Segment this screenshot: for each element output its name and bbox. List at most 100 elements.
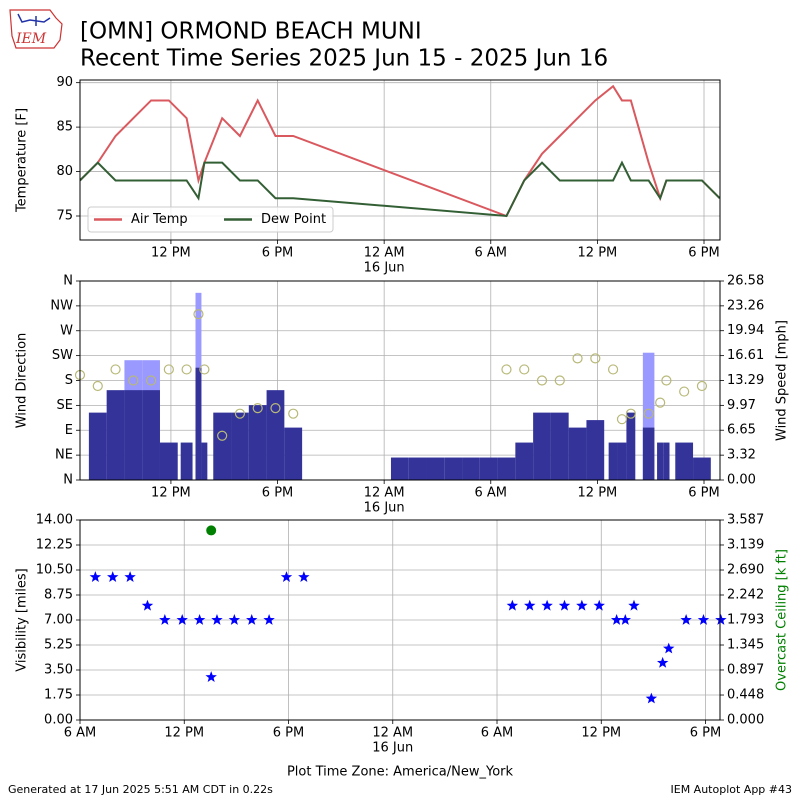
y-tick-label: W [60,323,73,338]
y-tick-label: E [65,423,73,438]
y-tick-label: 0.00 [44,713,73,728]
y-tick-label: NW [50,298,73,313]
star-marker [506,599,519,611]
circle-marker [92,380,103,392]
y-tick-label: 3.50 [44,663,73,678]
circle-marker [128,375,139,386]
legend-box [87,206,334,233]
circle-marker [181,364,192,375]
y2-tick-label: 0.000 [727,713,764,728]
logo-icon [17,13,51,26]
circle-marker [252,403,263,414]
y2-tick-label: 1.345 [727,638,764,653]
x-tick-label: 6 PM [688,486,719,501]
circle-marker [519,364,530,375]
bar [142,390,160,480]
y2-tick-label: 3.32 [727,448,756,463]
x-tick-label: 6 AM [481,726,514,741]
circle-marker [625,408,636,419]
star-marker [663,642,675,654]
y2-tick-label: 2.242 [727,587,764,602]
bar [248,405,267,480]
star-marker [524,599,536,611]
bar [266,390,285,480]
y-axis-label: Temperature [F] [15,108,30,213]
x-tick-label: 12 PM [578,246,618,261]
y2-axis-label: Wind Speed [mph] [775,320,790,441]
circle-marker [696,380,708,392]
y2-tick-label: 2.690 [727,563,764,578]
y-tick-label: 80 [56,164,73,179]
x-tick-label: 12 PM [581,726,621,741]
y2-tick-label: 6.65 [727,423,756,438]
bar [213,412,232,480]
y2-tick-label: 0.00 [727,473,756,488]
y-tick-label: 90 [56,75,73,90]
plot-frame [79,519,721,721]
x-tick-label: 6 AM [475,486,508,501]
star-marker [159,614,171,625]
circle-marker [110,364,121,375]
bar [626,412,636,480]
logo: IEM [9,9,63,49]
star-marker [645,692,658,704]
y-tick-label: 8.75 [44,588,73,603]
x-tick-label: 6 PM [690,726,721,741]
bar [201,442,208,480]
bar [159,442,178,480]
star-marker [263,614,275,625]
y-tick-label: 12.25 [36,538,73,553]
x-tick-label: 6 PM [262,486,293,501]
legend-label: Dew Point [261,212,326,227]
star-marker [656,656,669,668]
x-tick-sublabel: 16 Jun [364,501,405,516]
bar [617,442,627,480]
subtitle: Recent Time Series 2025 Jun 15 - 2025 Ju… [80,46,608,72]
circle-marker [145,375,157,386]
bar [693,457,711,480]
star-marker [107,571,119,582]
star-marker [541,599,553,611]
star-marker [176,614,188,625]
circle-marker [590,353,601,364]
footer-right: IEM Autoplot App #43 [671,783,793,796]
footer-left: Generated at 17 Jun 2025 5:51 AM CDT in … [8,783,273,796]
star-marker [715,614,727,625]
bar [231,412,249,480]
y-tick-label: N [63,274,73,289]
x-tick-label: 6 PM [273,726,304,741]
circle-marker [607,364,619,375]
bar [533,412,551,480]
y2-tick-label: 9.97 [727,398,756,413]
bar [124,390,143,480]
y-tick-label: S [65,373,73,388]
logo-text: IEM [15,31,47,47]
star-marker [211,614,223,625]
star-marker [680,614,692,625]
bar [663,442,670,480]
circle-marker [661,375,672,386]
star-marker [246,614,258,625]
bar [180,442,193,480]
y2-tick-label: 0.448 [727,688,764,703]
circle-marker [206,525,217,536]
star-marker [193,614,206,625]
bar [568,427,587,480]
star-marker [697,614,710,625]
y2-tick-label: 23.26 [727,298,764,313]
bar [497,457,516,480]
circle-marker [217,430,228,441]
x-tick-label: 6 AM [64,726,97,741]
x-tick-label: 12 PM [578,486,618,501]
x-tick-label: 6 PM [262,246,293,261]
bar [444,457,463,480]
bar [550,412,569,480]
circle-marker [536,375,548,386]
bar [642,352,655,480]
star-marker [89,571,102,582]
y-axis-label: Wind Direction [15,333,30,429]
line [80,84,720,218]
